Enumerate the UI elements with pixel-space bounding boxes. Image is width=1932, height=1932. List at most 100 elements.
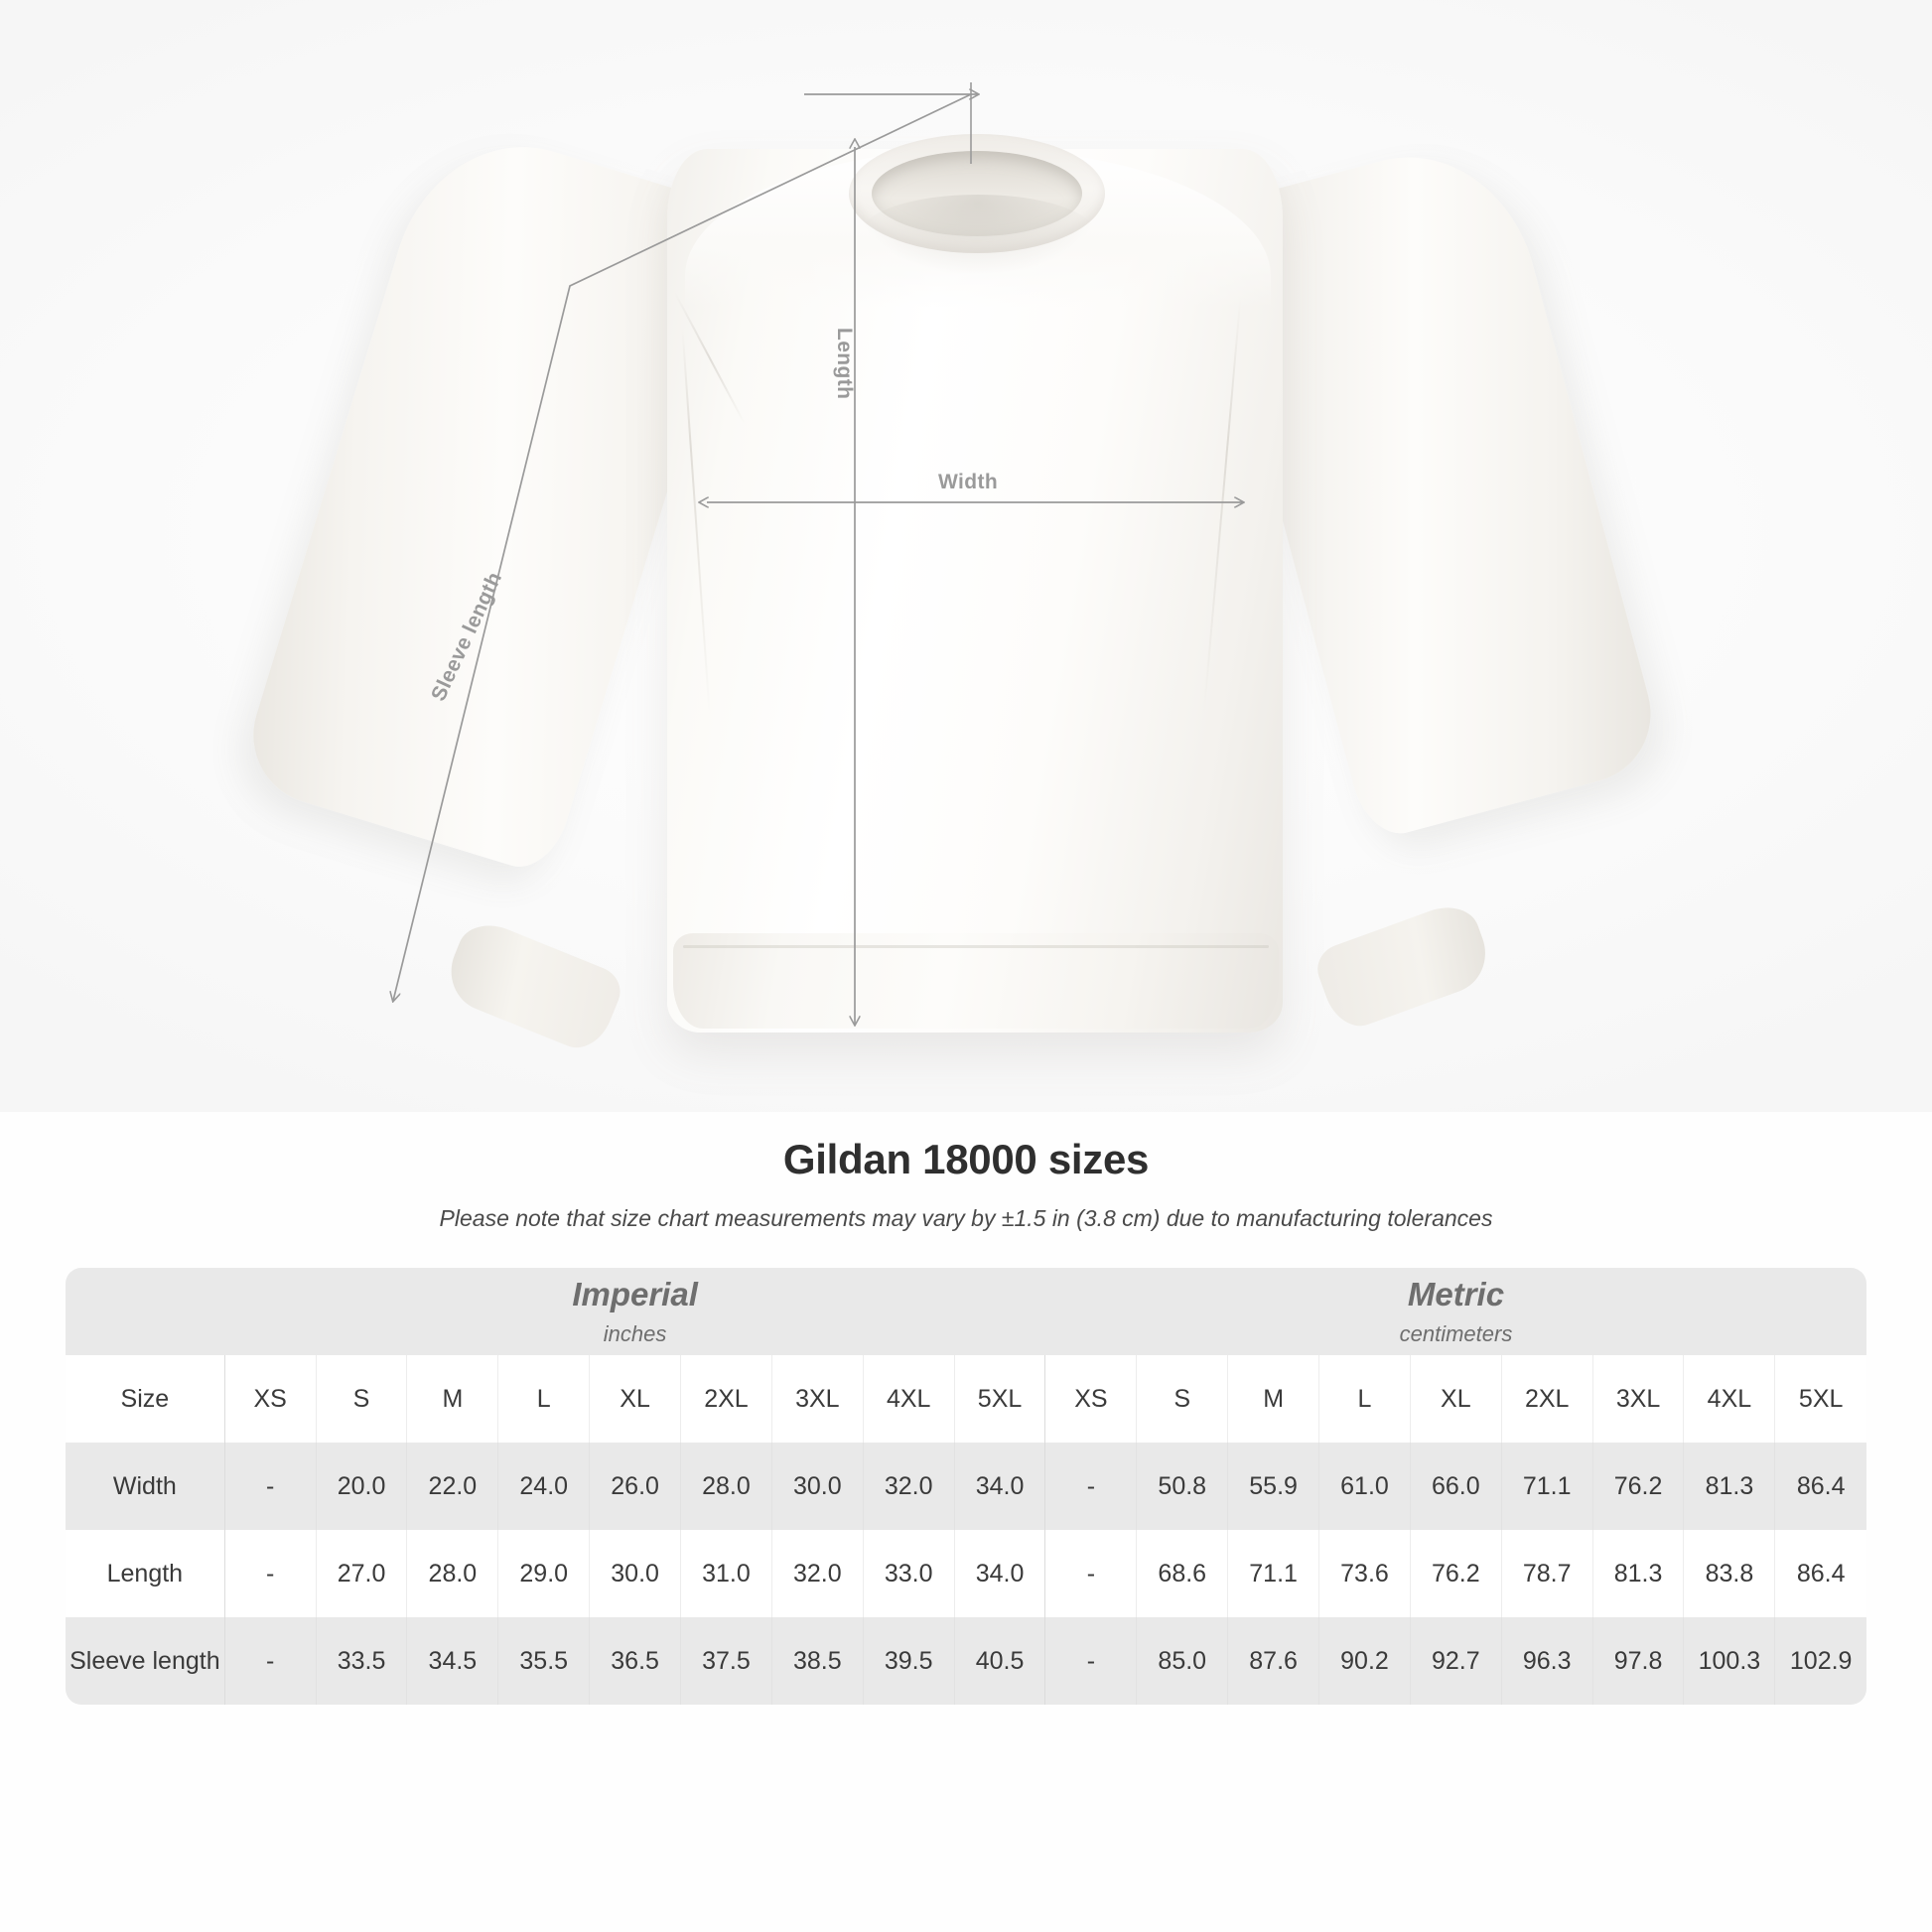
size-header-metric-xl: XL: [1410, 1355, 1502, 1443]
size-header-metric-3xl: 3XL: [1592, 1355, 1685, 1443]
cell-length-imperial-5xl: 34.0: [954, 1530, 1046, 1617]
table-row: Sleeve length -33.5 34.5 35.5 36.5 37.5 38.5 39…: [66, 1617, 1866, 1705]
size-header-imperial-3xl: 3XL: [771, 1355, 864, 1443]
waist-hem: [673, 933, 1279, 1029]
cell-length-metric-3xl: 81.3: [1592, 1530, 1685, 1617]
size-header-metric-m: M: [1227, 1355, 1320, 1443]
cell-length-metric-s: 68.6: [1136, 1530, 1229, 1617]
cell-length-metric-m: 71.1: [1227, 1530, 1320, 1617]
cell-sleeve-length-metric-l: 90.2: [1318, 1617, 1411, 1705]
row-label-sleeve-length: Sleeve length: [66, 1617, 225, 1705]
cell-sleeve-length-imperial-4xl: 39.5: [863, 1617, 955, 1705]
cell-length-metric-5xl: 86.4: [1774, 1530, 1866, 1617]
cell-width-metric-xl: 66.0: [1410, 1443, 1502, 1530]
cell-width-imperial-2xl: 28.0: [680, 1443, 772, 1530]
size-header-metric-2xl: 2XL: [1501, 1355, 1593, 1443]
cell-sleeve-length-imperial-m: 34.5: [406, 1617, 499, 1705]
size-table-wrap: Imperial inches Metric centimeters Size XS S M L…: [0, 1232, 1932, 1705]
cell-width-imperial-m: 22.0: [406, 1443, 499, 1530]
cell-width-imperial-l: 24.0: [497, 1443, 591, 1530]
product-photo: Width Length Sleeve length: [0, 0, 1932, 1112]
collar-inner: [872, 151, 1082, 236]
width-label: Width: [938, 471, 999, 493]
size-header-metric-xs: XS: [1044, 1355, 1138, 1443]
cell-sleeve-length-metric-2xl: 96.3: [1501, 1617, 1593, 1705]
cell-length-imperial-2xl: 31.0: [680, 1530, 772, 1617]
cell-sleeve-length-imperial-l: 35.5: [497, 1617, 591, 1705]
cell-length-metric-xs: -: [1044, 1530, 1138, 1617]
cell-sleeve-length-metric-4xl: 100.3: [1683, 1617, 1776, 1705]
size-header-imperial-l: L: [497, 1355, 591, 1443]
cell-width-metric-m: 55.9: [1227, 1443, 1320, 1530]
cell-sleeve-length-imperial-3xl: 38.5: [771, 1617, 864, 1705]
size-header-label: Size: [66, 1355, 225, 1443]
size-header-imperial-m: M: [406, 1355, 499, 1443]
tolerance-note: Please note that size chart measurements…: [439, 1205, 1493, 1231]
cell-width-imperial-4xl: 32.0: [863, 1443, 955, 1530]
cell-width-imperial-3xl: 30.0: [771, 1443, 864, 1530]
sweatshirt-illustration: [235, 116, 1667, 1057]
cell-width-metric-3xl: 76.2: [1592, 1443, 1685, 1530]
cell-sleeve-length-metric-m: 87.6: [1227, 1617, 1320, 1705]
cell-length-metric-2xl: 78.7: [1501, 1530, 1593, 1617]
size-header-imperial-5xl: 5XL: [954, 1355, 1046, 1443]
cell-length-imperial-3xl: 32.0: [771, 1530, 864, 1617]
unit-header-imperial: Imperial inches: [224, 1268, 1045, 1355]
unit-header-row: Imperial inches Metric centimeters: [66, 1268, 1866, 1355]
page-title: Gildan 18000 sizes: [782, 1136, 1150, 1182]
unit-spacer: [66, 1268, 225, 1355]
cell-length-imperial-m: 28.0: [406, 1530, 499, 1617]
row-label-width: Width: [66, 1443, 225, 1530]
cell-width-metric-4xl: 81.3: [1683, 1443, 1776, 1530]
cell-width-imperial-xl: 26.0: [589, 1443, 682, 1530]
cell-sleeve-length-imperial-s: 33.5: [316, 1617, 408, 1705]
cell-length-imperial-l: 29.0: [497, 1530, 591, 1617]
cell-sleeve-length-imperial-5xl: 40.5: [954, 1617, 1046, 1705]
neck-shadow: [860, 195, 1096, 274]
unit-sub-metric: centimeters: [1399, 1321, 1513, 1346]
cell-sleeve-length-imperial-2xl: 37.5: [680, 1617, 772, 1705]
unit-header-metric: Metric centimeters: [1044, 1268, 1866, 1355]
chart-heading: Gildan 18000 sizes Please note that size…: [0, 1112, 1932, 1232]
cell-length-metric-l: 73.6: [1318, 1530, 1411, 1617]
table-row: Width -20.0 22.0 24.0 26.0 28.0 30.0 32.0 34.0-5…: [66, 1443, 1866, 1530]
row-label-length: Length: [66, 1530, 225, 1617]
size-header-metric-4xl: 4XL: [1683, 1355, 1776, 1443]
cell-sleeve-length-metric-3xl: 97.8: [1592, 1617, 1685, 1705]
size-header-metric-5xl: 5XL: [1774, 1355, 1866, 1443]
cell-width-metric-s: 50.8: [1136, 1443, 1229, 1530]
length-label: Length: [833, 328, 856, 400]
sleeve-measure-line: [393, 82, 978, 1001]
cell-width-imperial-s: 20.0: [316, 1443, 408, 1530]
cell-sleeve-length-metric-xs: -: [1044, 1617, 1138, 1705]
cell-width-metric-xs: -: [1044, 1443, 1138, 1530]
cell-sleeve-length-metric-xl: 92.7: [1410, 1617, 1502, 1705]
size-header-metric-l: L: [1318, 1355, 1411, 1443]
size-header-imperial-s: S: [316, 1355, 408, 1443]
cell-length-imperial-xs: -: [224, 1530, 317, 1617]
cell-length-metric-4xl: 83.8: [1683, 1530, 1776, 1617]
size-header-metric-s: S: [1136, 1355, 1229, 1443]
cell-sleeve-length-metric-5xl: 102.9: [1774, 1617, 1866, 1705]
cell-sleeve-length-metric-s: 85.0: [1136, 1617, 1229, 1705]
size-table: Imperial inches Metric centimeters Size XS S M L…: [66, 1268, 1866, 1705]
cell-width-metric-l: 61.0: [1318, 1443, 1411, 1530]
unit-sub-imperial: inches: [603, 1321, 667, 1346]
cell-length-imperial-s: 27.0: [316, 1530, 408, 1617]
unit-name-imperial: Imperial: [572, 1276, 698, 1312]
table-row: Length -27.0 28.0 29.0 30.0 31.0 32.0 33.0 34.0-…: [66, 1530, 1866, 1617]
size-header-imperial-xs: XS: [224, 1355, 317, 1443]
cell-length-metric-xl: 76.2: [1410, 1530, 1502, 1617]
size-header-row: Size XS S M L XL 2XL 3XL 4XL 5XL XS S M L XL 2XL 3XL 4XL 5…: [66, 1355, 1866, 1443]
measurement-overlay: [0, 82, 1932, 1112]
cell-sleeve-length-imperial-xs: -: [224, 1617, 317, 1705]
cell-width-metric-5xl: 86.4: [1774, 1443, 1866, 1530]
cell-length-imperial-xl: 30.0: [589, 1530, 682, 1617]
cell-length-imperial-4xl: 33.0: [863, 1530, 955, 1617]
size-header-imperial-4xl: 4XL: [863, 1355, 955, 1443]
cell-sleeve-length-imperial-xl: 36.5: [589, 1617, 682, 1705]
size-header-imperial-xl: XL: [589, 1355, 682, 1443]
cell-width-imperial-5xl: 34.0: [954, 1443, 1046, 1530]
cell-width-imperial-xs: -: [224, 1443, 317, 1530]
